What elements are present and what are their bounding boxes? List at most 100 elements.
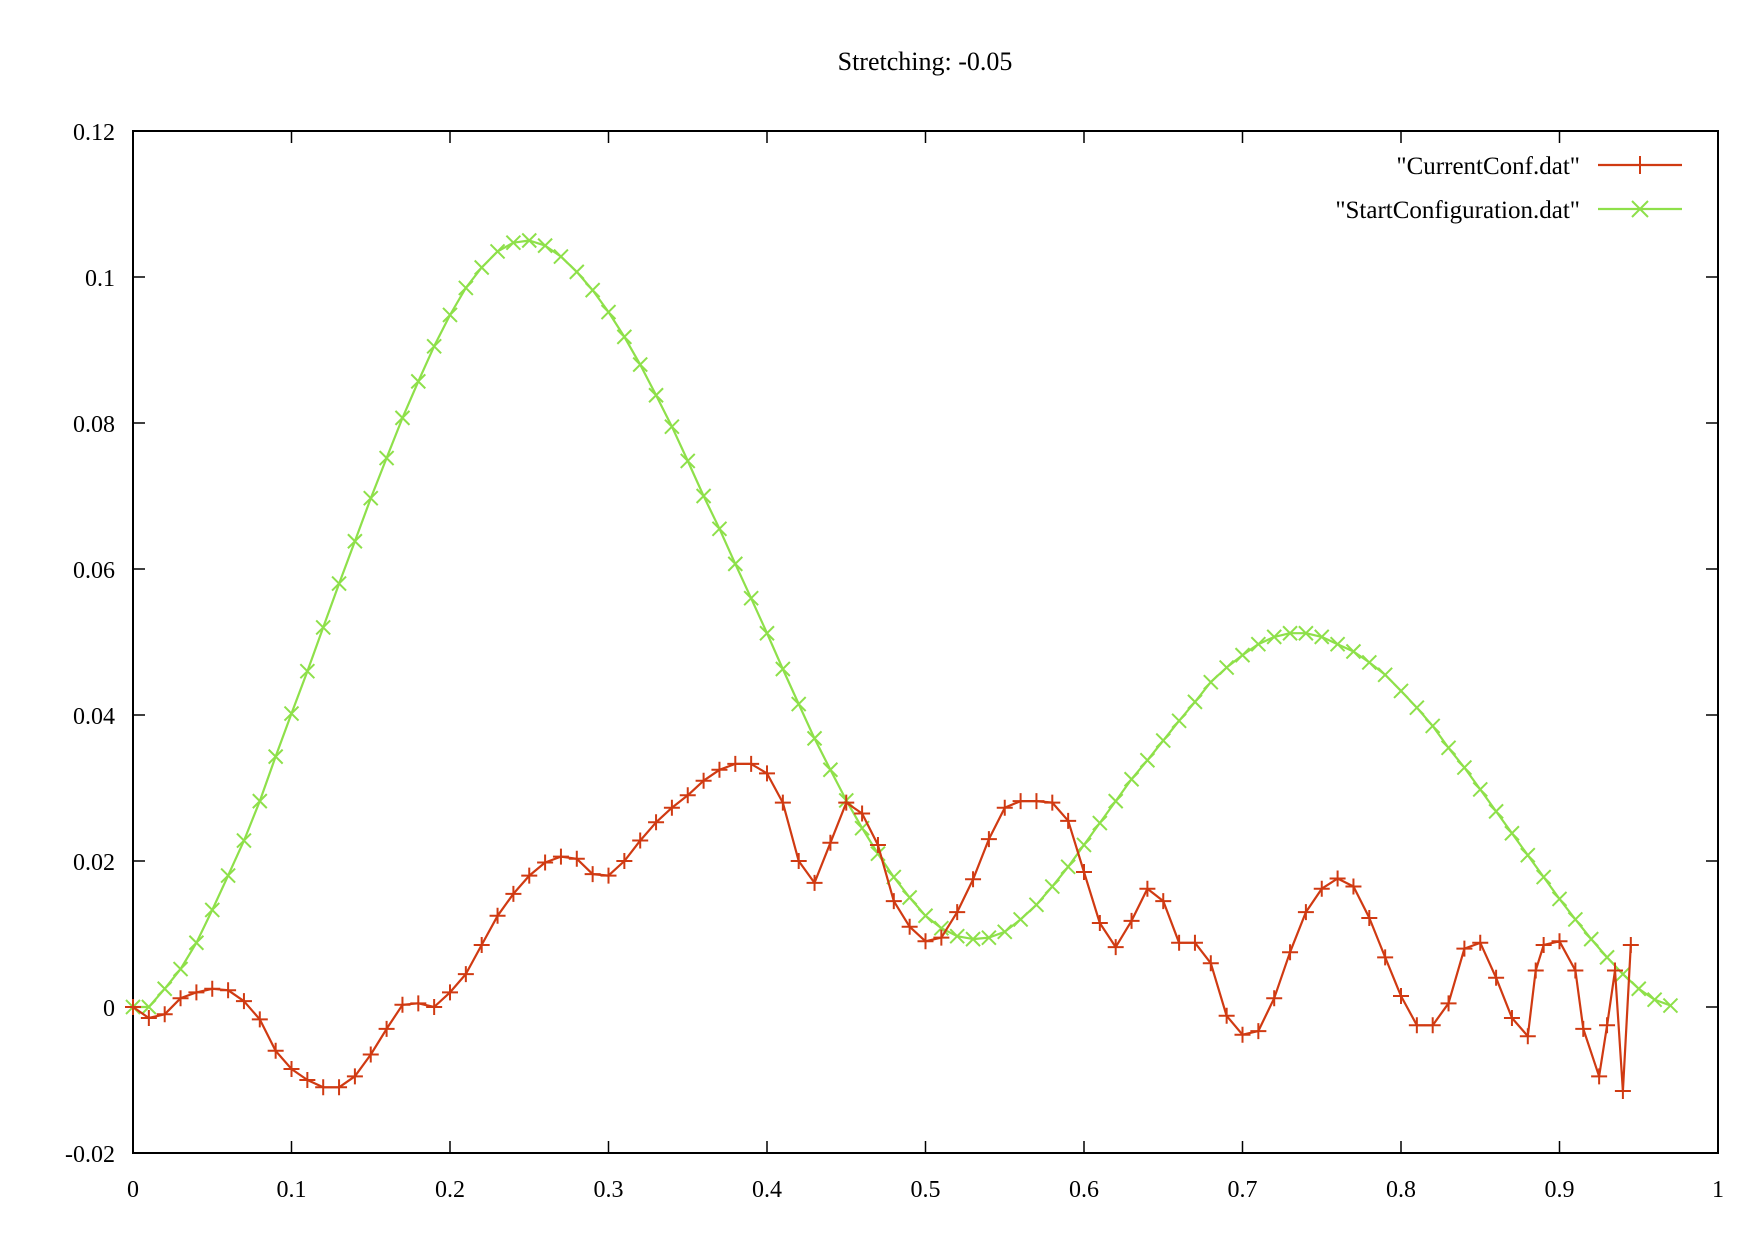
data-point [346,1068,363,1085]
data-point [838,794,855,811]
data-point [426,338,442,355]
data-point [901,889,918,906]
data-point [1282,944,1299,961]
data-point [1329,636,1346,652]
data-point [1361,654,1378,671]
data-point [775,661,791,677]
data-point [204,980,221,997]
data-point [854,805,871,822]
data-point [521,232,537,249]
data-point [1440,995,1457,1012]
data-point [695,488,712,504]
data-point [1314,629,1330,645]
data-point [188,935,205,951]
data-point [743,590,759,606]
data-point [1107,939,1124,956]
data-point [933,929,950,946]
data-point [679,787,696,804]
data-point [917,933,934,950]
data-point [727,556,744,572]
data-point [552,848,569,865]
data-point [362,1046,379,1063]
data-point [267,1042,284,1059]
data-point [457,966,474,983]
data-point [1614,1082,1631,1099]
data-point [267,748,284,765]
data-point [473,259,490,276]
data-point [1408,1017,1425,1034]
data-point [1044,794,1061,811]
data-point [1203,674,1219,690]
data-point [1599,949,1615,966]
data-point [1472,781,1488,798]
data-point [869,836,886,853]
data-point [1139,752,1156,768]
chart-title: Stretching: -0.05 [838,47,1013,76]
data-point [1424,718,1441,734]
data-point [569,264,585,280]
data-point [489,907,506,924]
data-point [885,893,902,910]
legend: "CurrentConf.dat" "StartConfiguration.dat… [1335,153,1682,224]
data-point [505,885,522,902]
data-point [806,874,823,891]
data-point [204,902,220,918]
data-point [252,793,268,809]
data-point [648,814,665,831]
data-point [378,1020,395,1037]
x-tick-label: 0.1 [277,1177,307,1203]
data-point [347,533,363,549]
data-point [1424,1017,1441,1034]
data-point [584,282,601,298]
data-point [1551,933,1568,950]
data-point [600,304,617,320]
data-point [1313,880,1330,897]
data-point [1234,1026,1251,1043]
data-point [1345,643,1362,660]
data-point [1076,837,1092,853]
data-point [632,832,649,849]
data-point [1187,694,1203,710]
data-point [568,850,585,867]
data-point [1527,962,1544,979]
data-point [1028,897,1045,913]
data-point [774,794,791,811]
legend-marker [1631,200,1649,218]
data-point [1646,991,1663,1008]
data-point [299,663,316,679]
x-tick-label: 0.9 [1545,1177,1575,1203]
y-tick-label: 0.06 [73,558,115,584]
data-point [727,755,744,772]
legend-label: "CurrentConf.dat" [1396,153,1580,180]
data-point [1345,878,1362,895]
data-point [1250,1023,1267,1040]
data-point [140,1009,157,1026]
data-point [410,995,427,1012]
y-tick-label: 0 [103,996,115,1022]
y-tick-label: 0.12 [73,120,115,146]
data-point [251,1011,268,1028]
x-tick-label: 0.7 [1228,1177,1258,1203]
data-point [1028,793,1045,810]
data-point [1044,878,1061,895]
data-point [1393,683,1409,699]
data-point [996,799,1013,816]
data-point [584,866,601,883]
data-point [410,373,427,390]
data-point [473,936,490,953]
data-point [236,832,252,849]
data-point [283,1061,300,1078]
data-point [141,999,157,1015]
data-point [553,248,569,265]
data-point [1606,962,1623,979]
data-point [1012,911,1029,928]
data-point [663,799,680,816]
y-tick-label: -0.02 [65,1142,115,1168]
data-point [458,280,474,296]
data-point [489,243,506,260]
data-point [1266,629,1282,645]
data-point [759,625,775,641]
data-point [616,853,633,869]
